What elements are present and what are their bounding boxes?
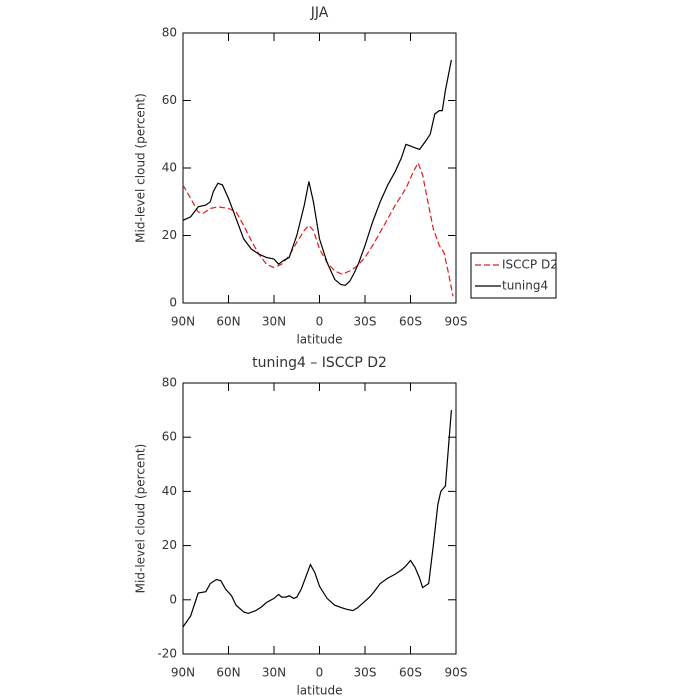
x-tick-label: 60N: [216, 315, 240, 329]
x-tick-label: 30S: [354, 666, 377, 680]
y-tick-label: 0: [169, 592, 177, 606]
legend-box: [470, 252, 557, 299]
y-axis-label: Mid-level cloud (percent): [134, 93, 148, 243]
y-tick-label: 40: [162, 161, 177, 175]
data-line: [182, 59, 452, 287]
chart-title: JJA: [310, 5, 329, 21]
x-axis-label: latitude: [296, 684, 342, 698]
x-tick-label: 30S: [354, 315, 377, 329]
x-axis-label: latitude: [296, 333, 342, 347]
x-tick-label: 60S: [399, 315, 422, 329]
x-tick-label: 30N: [262, 666, 286, 680]
y-tick-label: 80: [162, 376, 177, 390]
x-tick-label: 90N: [171, 315, 195, 329]
x-tick-label: 30N: [262, 315, 286, 329]
y-tick-label: 20: [162, 538, 177, 552]
y-axis-label: Mid-level cloud (percent): [134, 444, 148, 594]
y-tick-label: 20: [162, 228, 177, 242]
legend-label: tuning4: [502, 279, 548, 293]
chart-title: tuning4 – ISCCP D2: [252, 355, 387, 371]
x-tick-label: 60N: [216, 666, 240, 680]
y-tick-label: 60: [162, 430, 177, 444]
y-tick-label: 80: [162, 26, 177, 40]
x-tick-label: 0: [316, 666, 324, 680]
data-line: [182, 410, 452, 628]
y-tick-label: 0: [169, 296, 177, 310]
x-tick-label: 60S: [399, 666, 422, 680]
y-tick-label: 40: [162, 484, 177, 498]
y-tick-label: 60: [162, 93, 177, 107]
x-tick-label: 90S: [445, 666, 468, 680]
x-tick-label: 90N: [171, 666, 195, 680]
legend-label: ISCCP D2: [502, 258, 558, 272]
y-tick-label: -20: [157, 647, 177, 661]
x-tick-label: 0: [316, 315, 324, 329]
plot-frame: [182, 382, 457, 655]
x-tick-label: 90S: [445, 315, 468, 329]
